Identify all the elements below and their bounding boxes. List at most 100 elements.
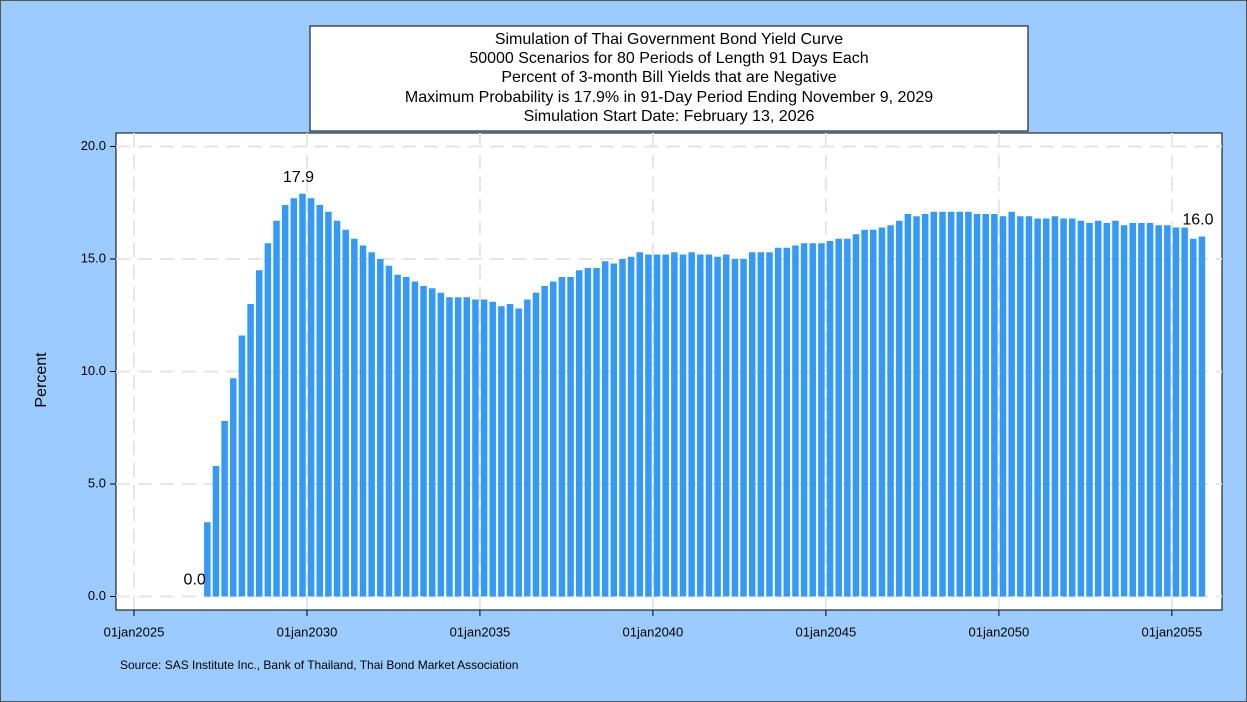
bar: [1120, 225, 1128, 597]
chart-title: Simulation of Thai Government Bond Yield…: [495, 31, 843, 48]
bar: [212, 466, 220, 597]
bar: [446, 297, 453, 597]
bar: [264, 243, 272, 597]
bar: [368, 252, 375, 597]
data-label: 17.9: [283, 169, 314, 186]
bar: [844, 238, 851, 597]
bar: [999, 216, 1007, 597]
y-tick-label: 10.0: [81, 363, 106, 378]
bar: [437, 292, 445, 597]
bar: [653, 254, 661, 597]
x-tick-label: 01jan2025: [104, 624, 165, 639]
bar: [584, 268, 592, 597]
bar: [956, 211, 964, 597]
bar: [705, 254, 713, 597]
bar: [281, 205, 289, 597]
bar: [351, 238, 358, 597]
bar: [947, 211, 955, 597]
chart-subtitle: Maximum Probability is 17.9% in 91-Day P…: [405, 89, 933, 106]
source-note: Source: SAS Institute Inc., Bank of Thai…: [120, 658, 518, 672]
bar: [498, 306, 505, 597]
bar: [774, 247, 782, 597]
bar: [273, 220, 280, 597]
bar: [333, 220, 341, 597]
bar: [1068, 218, 1076, 597]
bar: [748, 252, 756, 597]
x-tick-label: 01jan2035: [450, 624, 511, 639]
bar: [1172, 227, 1180, 597]
bar: [1146, 223, 1154, 597]
bar: [671, 252, 678, 597]
chart-subtitle: 50000 Scenarios for 80 Periods of Length…: [469, 50, 868, 67]
bar: [247, 304, 254, 597]
bar: [645, 254, 652, 597]
bar: [359, 245, 367, 597]
bar: [627, 256, 635, 597]
bar: [299, 193, 306, 597]
bar: [307, 198, 315, 597]
bar: [610, 263, 618, 597]
bar: [506, 304, 514, 597]
bar: [679, 254, 687, 597]
bar: [619, 259, 626, 597]
bar: [852, 234, 860, 597]
bar: [403, 277, 410, 597]
data-label: 16.0: [1182, 212, 1213, 229]
bar: [1164, 225, 1171, 597]
bar: [550, 281, 557, 597]
bar: [515, 308, 522, 597]
bar: [930, 211, 938, 597]
bar: [1060, 218, 1067, 597]
bar: [861, 229, 868, 597]
x-tick-label: 01jan2040: [623, 624, 684, 639]
x-tick-label: 01jan2055: [1141, 624, 1202, 639]
bar: [1034, 218, 1041, 597]
x-tick-label: 01jan2050: [968, 624, 1029, 639]
bar: [973, 214, 981, 597]
bar: [697, 254, 704, 597]
bar: [800, 243, 808, 597]
data-label: 0.0: [184, 572, 206, 589]
y-tick-label: 20.0: [81, 138, 106, 153]
bar: [221, 421, 228, 597]
bar: [325, 211, 332, 597]
bar: [385, 265, 393, 597]
bar: [783, 247, 791, 597]
bar: [558, 277, 566, 597]
y-tick-label: 5.0: [88, 475, 106, 490]
bar: [1025, 216, 1033, 597]
y-tick-label: 0.0: [88, 588, 106, 603]
bar: [1077, 220, 1085, 597]
bar: [255, 270, 263, 597]
bar: [1043, 218, 1050, 597]
bar: [878, 227, 886, 597]
bar: [1094, 220, 1102, 597]
bar: [1103, 223, 1111, 597]
bar: [757, 252, 765, 597]
bar: [714, 256, 721, 597]
bar: [463, 297, 471, 597]
bar: [826, 241, 834, 597]
bar: [921, 214, 929, 597]
bar: [1017, 216, 1024, 597]
bar: [238, 335, 246, 597]
bar: [541, 286, 548, 597]
bar: [965, 211, 972, 597]
bar: [740, 259, 747, 597]
bar: [567, 277, 574, 597]
bar: [939, 211, 946, 597]
bar: [1112, 220, 1119, 597]
bar: [723, 254, 730, 597]
bar: [904, 214, 912, 597]
bar: [411, 281, 419, 597]
bar: [913, 216, 920, 597]
bars: [204, 193, 1206, 597]
title-box: [309, 25, 1029, 132]
bar: [1138, 223, 1145, 597]
x-tick-label: 01jan2045: [796, 624, 857, 639]
bar: [792, 245, 799, 597]
x-tick-label: 01jan2030: [277, 624, 338, 639]
bar: [887, 225, 894, 597]
bar: [1190, 238, 1197, 597]
